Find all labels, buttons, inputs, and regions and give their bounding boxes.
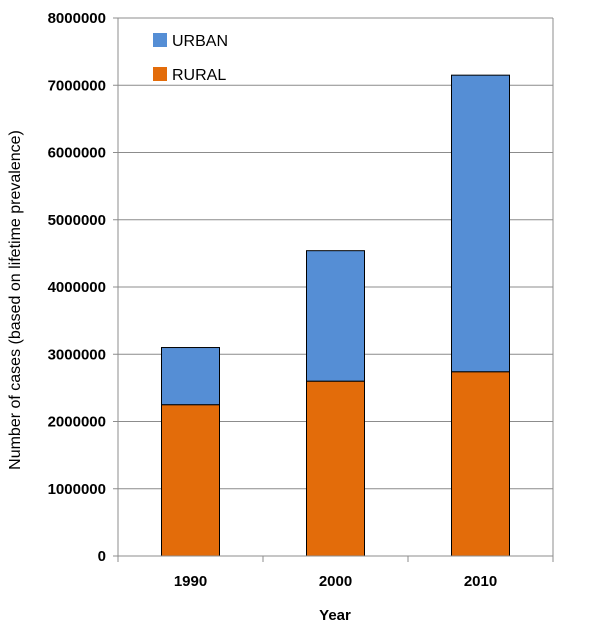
y-tick-label: 7000000 — [48, 77, 106, 94]
bar-urban-1990 — [161, 347, 220, 406]
legend: URBAN RURAL — [153, 33, 228, 84]
bar-urban-2010 — [451, 74, 510, 373]
bar-rural-2010 — [451, 371, 510, 557]
legend-label-rural: RURAL — [172, 67, 226, 84]
y-tick-label: 3000000 — [48, 346, 106, 363]
y-tick-label: 8000000 — [48, 10, 106, 27]
y-axis-title: Number of cases (based on lifetime preva… — [7, 130, 24, 470]
x-category-label: 2000 — [319, 573, 352, 590]
y-tick-label: 2000000 — [48, 414, 106, 431]
x-category-label: 1990 — [174, 573, 207, 590]
y-tick-label: 4000000 — [48, 279, 106, 296]
y-tick-label: 6000000 — [48, 145, 106, 162]
legend-label-urban: URBAN — [172, 33, 228, 50]
x-category-labels: 1990 2000 2010 — [174, 573, 497, 590]
x-axis-title: Year — [319, 607, 351, 624]
y-tick-label: 1000000 — [48, 481, 106, 498]
y-tick-labels: 0 1000000 2000000 3000000 4000000 5000000 6000… — [48, 10, 106, 565]
legend-swatch-urban — [153, 33, 167, 47]
y-tick-label: 5000000 — [48, 212, 106, 229]
y-tick-label: 0 — [98, 548, 106, 565]
bars — [161, 74, 510, 557]
legend-swatch-rural — [153, 67, 167, 81]
bar-rural-2000 — [306, 380, 365, 557]
bar-urban-2000 — [306, 250, 365, 382]
x-category-label: 2010 — [464, 573, 497, 590]
axes — [113, 17, 554, 562]
bar-rural-1990 — [161, 404, 220, 557]
